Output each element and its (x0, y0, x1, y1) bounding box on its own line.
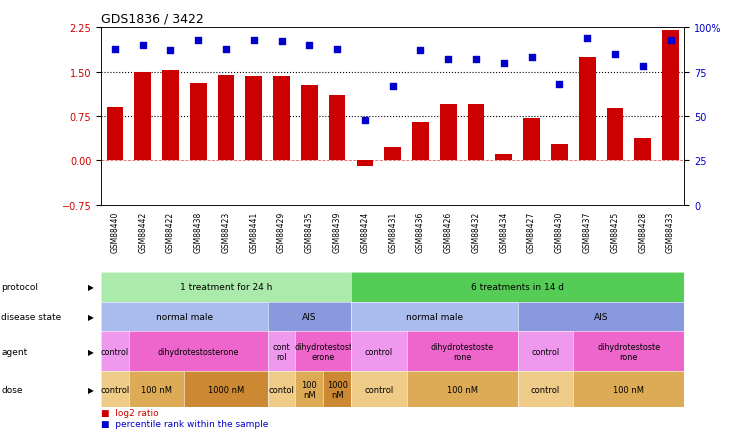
Text: ▶: ▶ (88, 347, 94, 356)
Bar (662, 31, 679, 161)
Bar (634, 138, 651, 161)
Text: GDS1836 / 3422: GDS1836 / 3422 (101, 13, 203, 26)
Text: 6 treatments in 14 d: 6 treatments in 14 d (471, 283, 564, 292)
Point (275, 39, 287, 46)
Text: contol: contol (269, 385, 295, 394)
Point (220, 46, 232, 53)
Text: control: control (365, 347, 393, 356)
Point (331, 46, 343, 53)
Text: 1 treatment for 24 h: 1 treatment for 24 h (180, 283, 272, 292)
Bar (551, 145, 568, 161)
Text: ■  percentile rank within the sample: ■ percentile rank within the sample (101, 419, 269, 428)
Point (165, 48, 177, 55)
Point (442, 56, 454, 63)
Text: control: control (531, 347, 560, 356)
Bar (440, 105, 456, 161)
Text: agent: agent (1, 347, 28, 356)
Text: control: control (100, 385, 129, 394)
Point (109, 46, 121, 53)
Text: dihydrotestost
erone: dihydrotestost erone (294, 342, 352, 361)
Bar (357, 161, 373, 167)
Text: disease state: disease state (1, 312, 62, 321)
Bar (135, 72, 151, 161)
Bar (412, 123, 429, 161)
Bar (468, 105, 485, 161)
Point (609, 51, 621, 58)
Text: ▶: ▶ (88, 385, 94, 394)
Point (248, 37, 260, 44)
Text: dihydrotestosterone: dihydrotestosterone (158, 347, 239, 356)
Bar (579, 58, 595, 161)
Text: normal male: normal male (156, 312, 213, 321)
Point (304, 43, 316, 49)
Text: normal male: normal male (406, 312, 463, 321)
Point (470, 56, 482, 63)
Text: 1000 nM: 1000 nM (208, 385, 244, 394)
Text: ■  log2 ratio: ■ log2 ratio (101, 408, 159, 418)
Point (581, 35, 593, 42)
Text: dihydrotestoste
rone: dihydrotestoste rone (431, 342, 494, 361)
Text: ▶: ▶ (88, 312, 94, 321)
Text: ▶: ▶ (88, 283, 94, 292)
Bar (245, 77, 262, 161)
Point (498, 60, 510, 67)
Text: 100 nM: 100 nM (141, 385, 172, 394)
Text: 100 nM: 100 nM (613, 385, 644, 394)
Point (526, 55, 538, 62)
Text: control: control (531, 385, 560, 394)
Point (554, 82, 565, 89)
Bar (106, 108, 123, 161)
Text: protocol: protocol (1, 283, 38, 292)
Bar (162, 71, 179, 161)
Bar (384, 148, 401, 161)
Point (414, 48, 426, 55)
Bar (218, 76, 234, 161)
Text: control: control (364, 385, 393, 394)
Text: dihydrotestoste
rone: dihydrotestoste rone (598, 342, 660, 361)
Bar (524, 118, 540, 161)
Text: cont
rol: cont rol (273, 342, 290, 361)
Bar (329, 96, 346, 161)
Point (664, 37, 676, 44)
Text: AIS: AIS (302, 312, 316, 321)
Point (137, 43, 149, 49)
Bar (273, 77, 290, 161)
Point (387, 83, 399, 90)
Point (637, 64, 649, 71)
Text: 1000
nM: 1000 nM (327, 380, 348, 398)
Text: dose: dose (1, 385, 23, 394)
Text: AIS: AIS (594, 312, 608, 321)
Point (192, 37, 204, 44)
Text: 100 nM: 100 nM (447, 385, 478, 394)
Bar (607, 109, 623, 161)
Text: control: control (101, 347, 129, 356)
Bar (190, 84, 206, 161)
Text: 100
nM: 100 nM (301, 380, 317, 398)
Bar (301, 86, 318, 161)
Bar (495, 155, 512, 161)
Point (359, 117, 371, 124)
